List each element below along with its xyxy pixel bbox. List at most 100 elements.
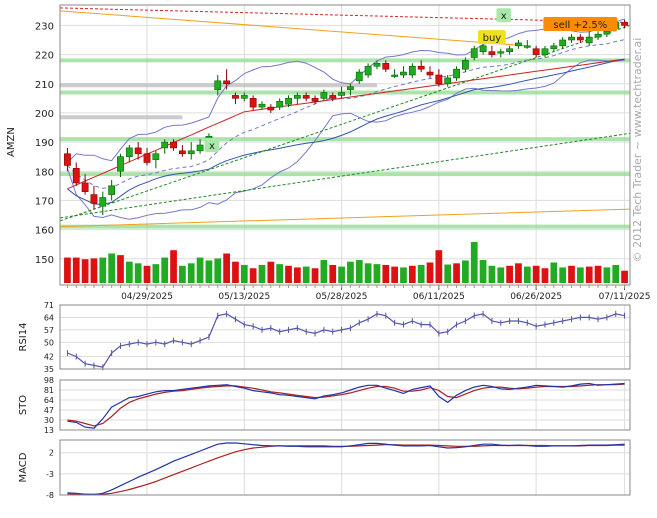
sto-y-tick-label: 13 <box>44 426 54 435</box>
candle-body <box>506 48 514 52</box>
volume-bar <box>435 250 443 283</box>
macd-frame <box>59 439 631 496</box>
volume-bar <box>267 261 275 283</box>
sto-k-line <box>67 382 625 429</box>
x-tick-label: 05/28/2025 <box>316 292 368 302</box>
volume-bar <box>258 264 266 283</box>
ma-blue <box>67 58 625 206</box>
volume-bar <box>240 264 248 283</box>
orange-trendline-bottom <box>59 208 631 228</box>
candle-body <box>187 150 195 155</box>
volume-bar <box>90 258 98 283</box>
candle-body <box>373 63 381 67</box>
grid <box>60 5 630 496</box>
candle-body <box>479 45 487 52</box>
green-trendline-2 <box>59 132 631 219</box>
bollinger-lower <box>66 59 625 220</box>
candle-body <box>178 150 186 155</box>
rsi-y-tick-label: 64 <box>44 313 54 322</box>
candle-body <box>461 60 469 70</box>
candle-body <box>355 71 363 82</box>
volume-bar <box>143 265 151 283</box>
candle-body <box>364 65 372 76</box>
candle-body <box>417 65 425 70</box>
volume-bar <box>108 253 116 283</box>
candle-body <box>329 95 337 99</box>
x-tick-label: 05/13/2025 <box>218 292 270 302</box>
volume-bar <box>134 263 142 283</box>
ma-red <box>67 58 625 190</box>
candle-body <box>72 168 80 184</box>
x-tick-label: 04/29/2025 <box>121 292 173 302</box>
bollinger-mid <box>67 39 625 189</box>
volume-bar <box>408 265 416 283</box>
volume-bar <box>568 265 575 283</box>
candle-body <box>161 141 169 149</box>
volume-bar <box>550 262 558 283</box>
volume-bar <box>320 260 328 283</box>
volume-bar <box>187 263 195 283</box>
rsi-y-tick-label: 57 <box>44 326 54 335</box>
candle-body <box>621 22 628 26</box>
sell-signal-label: sell +2.5% <box>553 20 607 31</box>
volume-bar <box>497 267 505 283</box>
candle-body <box>258 103 266 108</box>
candle-body <box>99 197 107 207</box>
buy-signal-box <box>478 30 506 45</box>
candle-body <box>603 30 611 35</box>
candle-body <box>338 92 345 96</box>
candle-body <box>81 182 89 192</box>
x-marker-label: x <box>501 11 507 22</box>
volume-bar <box>364 263 372 283</box>
volume-bar <box>179 265 186 283</box>
volume-bar <box>347 261 354 283</box>
candle-body <box>302 95 310 99</box>
macd-y-tick-label: 2 <box>49 449 54 458</box>
candle-body <box>214 80 222 90</box>
candle-body <box>444 77 452 85</box>
candle-body <box>267 106 275 111</box>
volume-bar <box>541 268 549 283</box>
y-tick-label: 210 <box>35 80 54 91</box>
volume-bar <box>532 265 540 283</box>
candle-body <box>488 51 496 55</box>
volume-bar <box>152 264 160 283</box>
y-tick-label: 220 <box>35 51 54 62</box>
candle-body <box>426 71 434 76</box>
candle-body <box>311 98 319 102</box>
volume-bar <box>214 258 222 283</box>
y-tick-label: 180 <box>35 167 54 178</box>
volume-bar <box>426 262 434 283</box>
volume-bar <box>612 264 620 283</box>
volume-bar <box>72 257 80 283</box>
x-tick-label: 07/11/2025 <box>599 292 651 302</box>
x-marker: x <box>204 138 220 152</box>
sto-y-tick-label: 98 <box>44 376 54 385</box>
volume-bar <box>603 267 611 283</box>
candle-body <box>196 144 204 152</box>
volume-bar <box>559 267 567 283</box>
sto-panel <box>67 382 625 429</box>
volume-bar <box>293 267 301 283</box>
volume-bar <box>329 264 337 283</box>
y-tick-label: 230 <box>35 21 54 32</box>
y-tick-label: 200 <box>35 109 54 120</box>
rsi-panel <box>66 310 626 371</box>
rsi-y-tick-label: 50 <box>44 338 54 347</box>
macd-label: MACD <box>18 452 29 482</box>
candle-body <box>249 98 257 108</box>
sell-signal: sell +2.5% <box>543 16 618 31</box>
volume-bar <box>391 266 399 283</box>
candle-body <box>90 194 98 204</box>
buy-signal-label: buy <box>483 33 502 44</box>
volume-bar <box>488 265 496 283</box>
orange-trendline-top <box>59 10 528 47</box>
candle-body <box>108 185 116 195</box>
volume-bar <box>196 257 204 283</box>
candle-body <box>523 45 531 48</box>
volume-bar <box>311 268 319 283</box>
volume-bar <box>170 250 177 283</box>
x-tick-label: 06/26/2025 <box>510 292 562 302</box>
sto-y-tick-label: 47 <box>44 406 54 415</box>
macd-macd-line <box>67 442 625 496</box>
